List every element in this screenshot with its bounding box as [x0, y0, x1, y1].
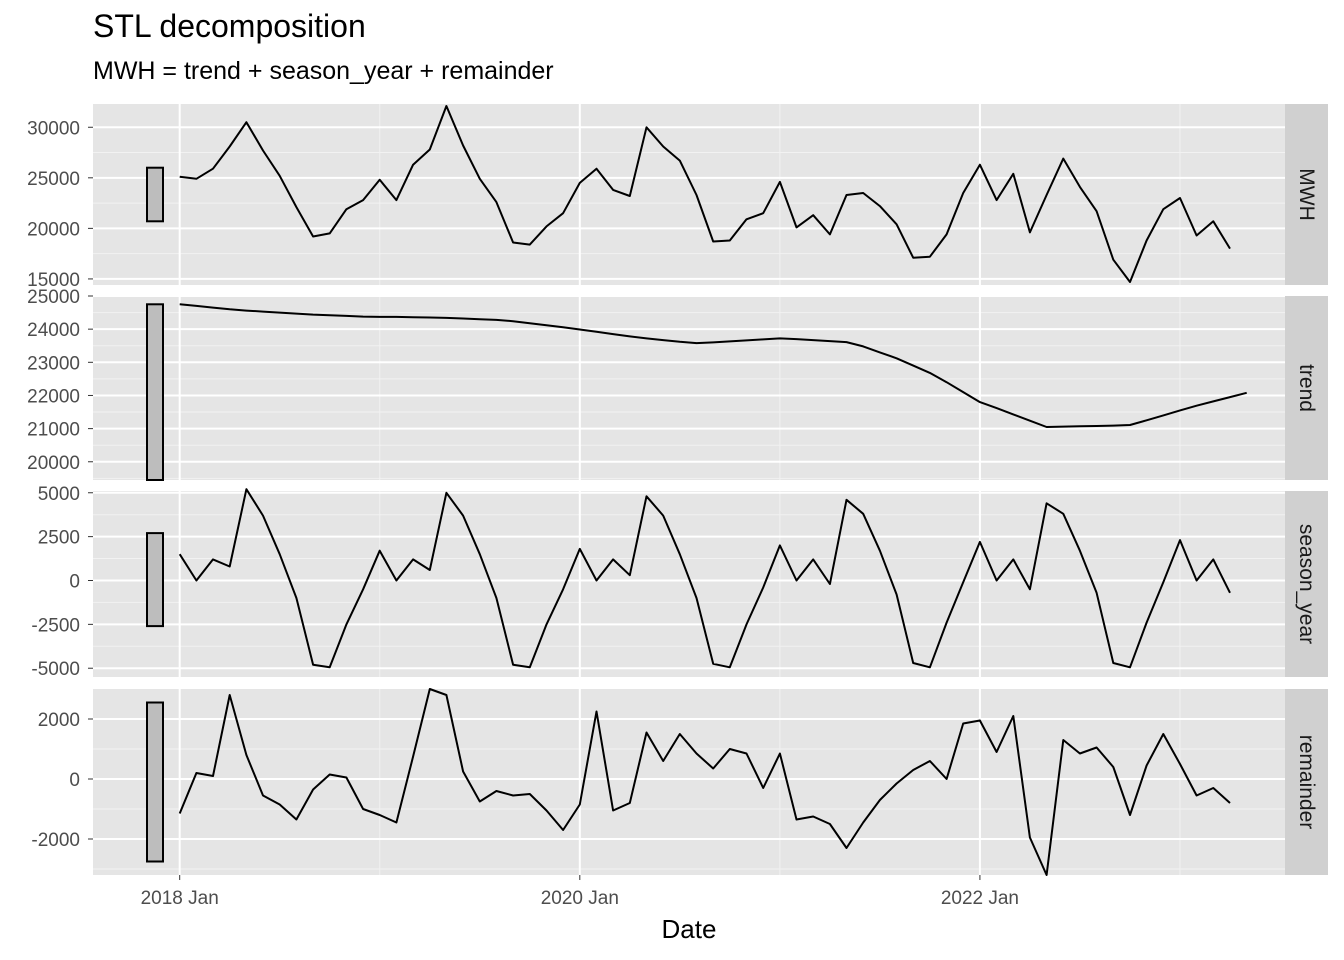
- strip-trend: [1285, 296, 1328, 480]
- y-tick-label-trend-4: 24000: [27, 320, 80, 341]
- series-line-MWH: [179, 105, 1231, 283]
- y-tick-label-trend-0: 20000: [27, 453, 80, 474]
- y-tick-label-MWH-2: 25000: [27, 169, 80, 190]
- strip-remainder: [1285, 689, 1328, 875]
- panel-background-remainder: [93, 689, 1285, 875]
- y-tick-label-season_year-3: 2500: [38, 528, 80, 549]
- series-line-remainder: [178, 688, 1231, 876]
- y-tick-label-trend-3: 23000: [27, 353, 80, 374]
- scale-bar-season_year: [146, 532, 164, 628]
- strip-label-trend: trend: [1295, 364, 1318, 412]
- y-tick-label-MWH-0: 15000: [27, 270, 80, 291]
- panel-background-season_year: [93, 491, 1285, 677]
- strip-MWH: [1285, 104, 1328, 285]
- x-tick-label-2: 2022 Jan: [941, 888, 1019, 909]
- y-tick-label-season_year-1: -2500: [31, 615, 80, 636]
- scale-bar-MWH: [146, 166, 164, 223]
- y-tick-label-trend-2: 22000: [27, 386, 80, 407]
- y-tick-label-MWH-3: 30000: [27, 118, 80, 139]
- series-line-trend: [179, 303, 1247, 428]
- series-line-season_year: [178, 488, 1231, 669]
- y-tick-label-trend-1: 21000: [27, 420, 80, 441]
- scale-bar-trend: [146, 303, 164, 482]
- x-tick-label-0: 2018 Jan: [141, 888, 219, 909]
- x-axis-label: Date: [661, 914, 717, 944]
- y-tick-label-season_year-2: 0: [69, 571, 80, 592]
- chart-title: STL decomposition: [93, 8, 366, 44]
- y-tick-label-season_year-4: 5000: [38, 484, 80, 505]
- y-tick-label-MWH-1: 20000: [27, 219, 80, 240]
- y-tick-label-remainder-0: -2000: [31, 830, 80, 851]
- y-tick-label-trend-5: 25000: [27, 287, 80, 308]
- strip-label-season_year: season_year: [1295, 524, 1318, 644]
- scale-bar-remainder: [146, 701, 164, 863]
- y-tick-label-remainder-1: 0: [69, 770, 80, 791]
- panel-background-trend: [93, 296, 1285, 480]
- y-tick-label-season_year-0: -5000: [31, 659, 80, 680]
- strip-label-MWH: MWH: [1295, 168, 1318, 220]
- strip-label-remainder: remainder: [1295, 735, 1318, 830]
- x-tick-label-1: 2020 Jan: [541, 888, 619, 909]
- strip-season_year: [1285, 491, 1328, 677]
- panel-background-MWH: [93, 104, 1285, 285]
- y-tick-label-remainder-2: 2000: [38, 710, 80, 731]
- chart-subtitle: MWH = trend + season_year + remainder: [93, 57, 554, 85]
